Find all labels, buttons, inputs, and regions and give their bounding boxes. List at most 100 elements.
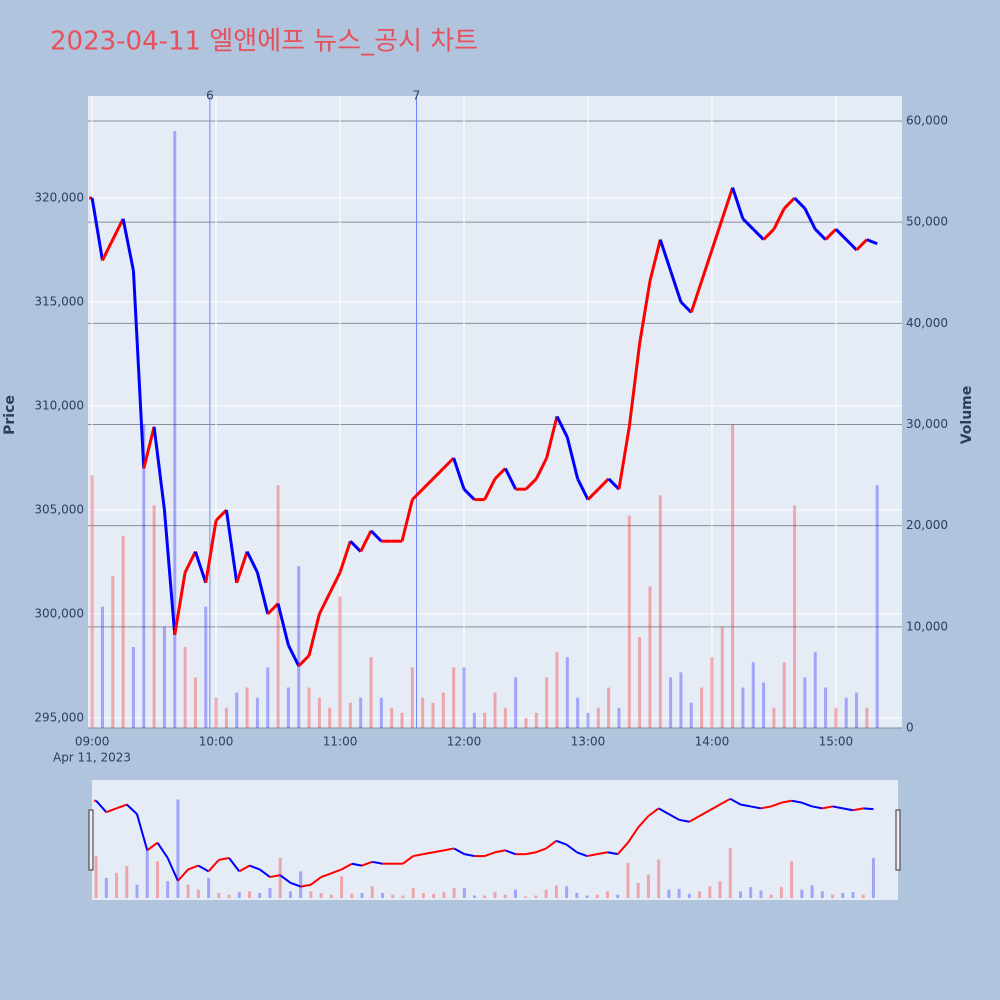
y2-tick-label: 20,000	[906, 518, 948, 532]
volume-bar	[586, 712, 590, 728]
x-date-label: Apr 11, 2023	[53, 751, 131, 765]
mini-price-segment	[249, 864, 261, 871]
volume-bar	[793, 505, 797, 728]
mini-volume-bar	[452, 887, 456, 898]
range-handle[interactable]	[895, 809, 901, 871]
volume-bar	[762, 682, 766, 728]
price-segment	[194, 551, 208, 584]
mini-volume-bar	[370, 886, 374, 898]
mini-price-segment	[320, 872, 332, 879]
price-segment	[503, 467, 518, 490]
mini-price-segment	[330, 868, 342, 875]
mini-volume-bar	[135, 884, 139, 898]
mini-volume-bar	[575, 892, 579, 898]
volume-bar	[772, 707, 776, 728]
volume-bar	[152, 505, 156, 728]
volume-bar	[493, 692, 497, 728]
volume-bar	[204, 606, 208, 728]
price-segment	[565, 436, 580, 480]
price-segment	[411, 488, 424, 501]
range-handle[interactable]	[88, 809, 94, 871]
mini-price-segment	[740, 803, 751, 808]
mini-price-segment	[822, 805, 833, 810]
mini-volume-bar	[340, 876, 344, 898]
mini-price-segment	[607, 851, 618, 856]
volume-bar	[524, 717, 528, 728]
mini-volume-bar	[207, 877, 211, 898]
volume-bar	[131, 647, 135, 728]
volume-bar	[390, 707, 394, 728]
mini-price-segment	[616, 842, 629, 855]
mini-volume-bar	[585, 895, 589, 898]
volume-bar	[173, 131, 177, 729]
mini-price-segment	[556, 839, 567, 846]
volume-bar	[111, 576, 115, 728]
mini-price-segment	[842, 807, 854, 812]
mini-price-segment	[668, 813, 680, 821]
mini-price-segment	[586, 853, 598, 858]
mini-price-segment	[341, 862, 353, 871]
volume-bar	[741, 687, 745, 728]
mini-price-segment	[126, 803, 138, 815]
mini-volume-bar	[237, 892, 241, 898]
volume-bar	[720, 626, 724, 728]
volume-bar	[751, 662, 755, 728]
mini-volume-bar	[677, 888, 681, 898]
mini-volume-bar	[319, 892, 323, 898]
mini-volume-bar	[595, 894, 599, 898]
price-segment	[658, 239, 673, 272]
volume-bar	[359, 697, 363, 728]
volume-bar	[576, 697, 580, 728]
volume-bar	[183, 647, 187, 728]
volume-bar	[669, 677, 673, 728]
price-segment	[452, 457, 466, 490]
range-slider[interactable]	[92, 780, 898, 900]
volume-bar	[813, 652, 817, 728]
mini-volume-bar	[749, 887, 753, 898]
price-segment	[493, 467, 507, 480]
mini-price-segment	[228, 857, 241, 872]
price-segment	[803, 207, 817, 230]
volume-bar	[328, 707, 332, 728]
x-tick-label: 10:00	[199, 735, 234, 749]
mini-volume-bar	[698, 891, 702, 898]
price-segment	[772, 207, 786, 230]
price-segment	[679, 300, 693, 314]
mini-price-segment	[218, 857, 230, 861]
mini-price-segment	[832, 805, 843, 810]
volume-bar	[689, 702, 693, 728]
price-segment	[421, 477, 435, 491]
price-segment	[431, 467, 445, 480]
volume-bar	[255, 697, 259, 728]
volume-bar	[534, 712, 538, 728]
price-segment	[720, 187, 735, 220]
x-tick-label: 15:00	[819, 735, 854, 749]
y-tick-label: 300,000	[34, 606, 84, 620]
volume-bar	[348, 702, 352, 728]
price-segment	[121, 218, 135, 272]
mini-price-segment	[811, 805, 823, 810]
price-segment	[689, 280, 704, 313]
volume-bar	[627, 515, 631, 728]
mini-volume-bar	[718, 881, 722, 898]
volume-bar	[731, 424, 735, 728]
y2-axis-title: Volume	[959, 386, 975, 445]
price-segment	[534, 457, 548, 480]
mini-volume-bar	[115, 872, 119, 898]
chart-title: 2023-04-11 엘앤에프 뉴스_공시 차트	[50, 27, 478, 57]
y2-tick-label: 0	[906, 721, 914, 735]
mini-price-segment	[95, 800, 108, 813]
mini-price-segment	[361, 860, 373, 867]
price-segment	[617, 426, 631, 490]
mini-price-segment	[279, 874, 292, 884]
volume-bar	[286, 687, 290, 728]
mini-price-segment	[402, 855, 414, 865]
mini-volume-bar	[616, 894, 620, 898]
x-tick-label: 14:00	[695, 735, 730, 749]
mini-volume-bar	[636, 882, 640, 898]
mini-price-segment	[545, 840, 557, 850]
volume-bar	[545, 677, 549, 728]
volume-bar	[431, 702, 435, 728]
price-segment	[462, 488, 476, 501]
mini-volume-bar	[186, 884, 190, 898]
